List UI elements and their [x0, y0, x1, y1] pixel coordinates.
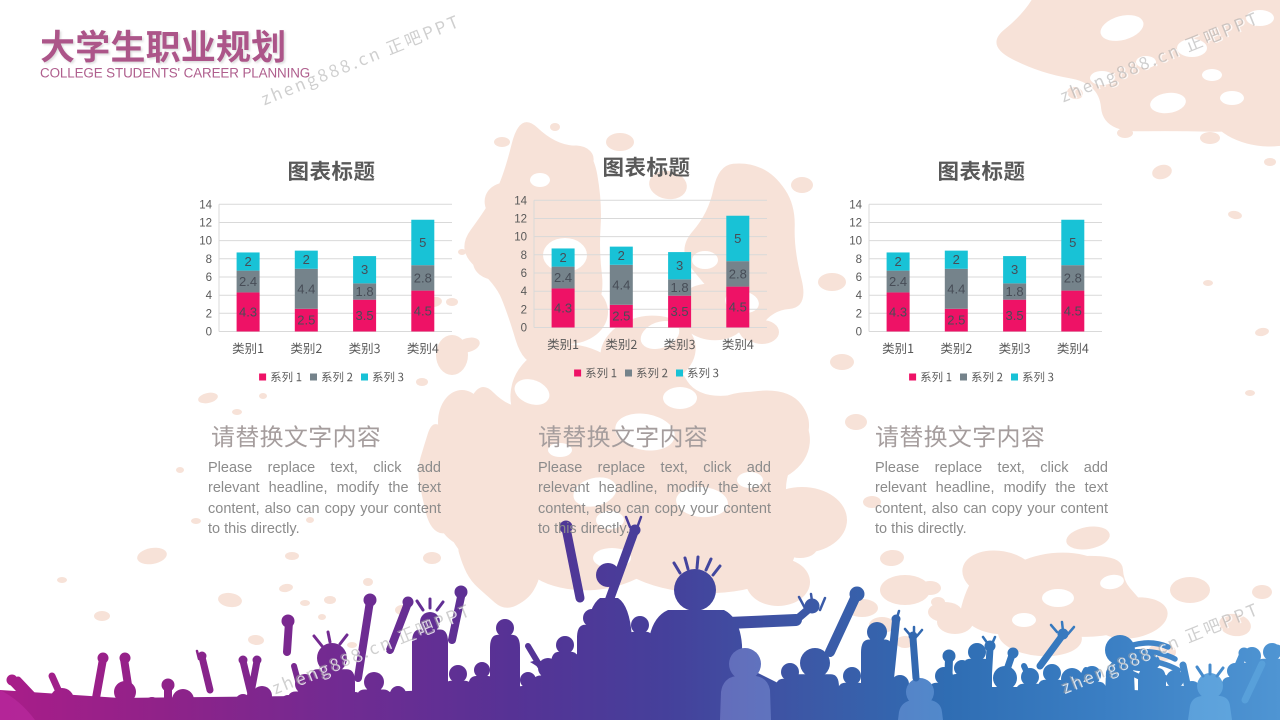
- svg-text:COLLEGE STUDENTS' CAREER PLANN: COLLEGE STUDENTS' CAREER PLANNING: [40, 66, 310, 81]
